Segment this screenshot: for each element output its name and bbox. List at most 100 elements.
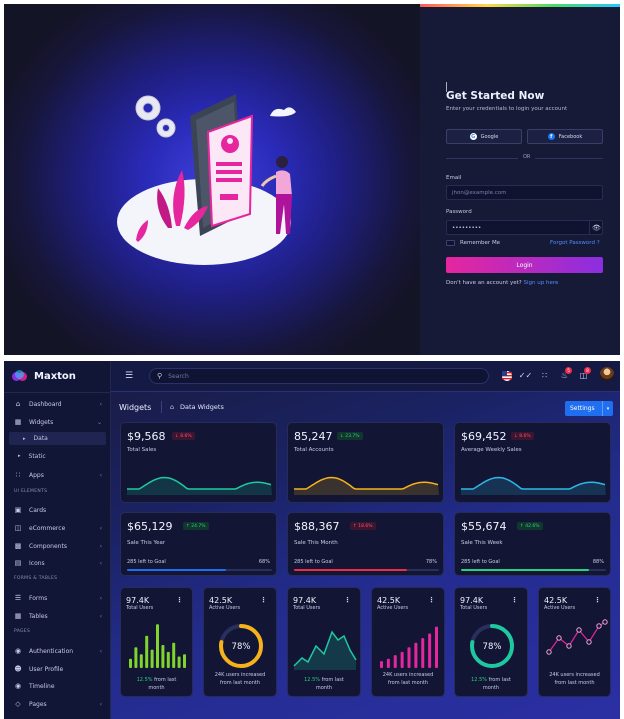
line-point <box>546 649 552 655</box>
sidebar-item-static[interactable]: ▸ Static <box>4 450 111 462</box>
chevron-left-icon: ‹ <box>99 700 102 708</box>
signup-link[interactable]: Sign up here <box>523 280 559 286</box>
bar-mark <box>134 647 138 668</box>
small-value: 42.5K <box>377 596 401 605</box>
small-card-total-users: 97.4K Total Users ⋮ 12.5% from last mont… <box>120 587 193 697</box>
cart-icon[interactable]: ◫ <box>579 371 588 380</box>
stat-value: $9,568 <box>127 430 166 443</box>
small-label: Total Users <box>460 605 488 611</box>
chevron-left-icon: ‹ <box>99 524 102 532</box>
small-label: Active Users <box>209 605 241 611</box>
us-flag-icon[interactable] <box>501 370 512 381</box>
goal-value: $55,674 <box>461 520 507 533</box>
cart-badge: 8 <box>584 367 591 374</box>
progress-fill <box>294 569 408 571</box>
settings-button[interactable]: Settings ▾ <box>565 401 613 416</box>
sidebar-item-user-profile[interactable]: ☻ User Profile <box>4 663 111 675</box>
sidebar-item-apps[interactable]: ∷ Apps ‹ <box>4 469 111 481</box>
login-button[interactable]: Login <box>446 257 603 273</box>
footer-line1: 24K users increased <box>549 672 600 678</box>
user-icon: ☻ <box>14 665 22 673</box>
sidebar-item-data[interactable]: ▸ Data <box>9 432 106 445</box>
cart-icon: ◫ <box>14 524 22 532</box>
brand[interactable]: Maxton <box>12 370 76 382</box>
more-vertical-icon[interactable]: ⋮ <box>594 596 601 604</box>
signup-text: Don't have an account yet? <box>446 280 522 286</box>
bar-mark <box>400 651 404 668</box>
page-title: Widgets <box>119 403 152 412</box>
sidebar-item-label: Dashboard <box>29 400 62 408</box>
small-card-active-users-ring: 42.5K Active Users ⋮ 78% 24K users incre… <box>203 587 277 697</box>
small-value: 42.5K <box>544 596 568 605</box>
progress-track <box>461 569 606 571</box>
sidebar-item-timeline[interactable]: ◉ Timeline <box>4 680 111 692</box>
hamburger-menu-icon[interactable]: ☰ <box>125 371 134 381</box>
forms-icon: ☰ <box>14 594 22 602</box>
bar-mark <box>414 642 418 668</box>
cards-icon: ▣ <box>14 506 22 514</box>
small-value: 97.4K <box>126 596 150 605</box>
ring-arc <box>470 624 514 668</box>
search-input[interactable]: ⚲ Search <box>149 368 489 384</box>
more-vertical-icon[interactable]: ⋮ <box>344 596 351 604</box>
email-field[interactable]: jhon@example.com <box>446 185 603 200</box>
footer-text: from last <box>320 677 344 683</box>
mini-chart <box>129 624 186 668</box>
bar-mark <box>172 642 176 668</box>
footer-text: from last <box>487 677 511 683</box>
growth-value: 12.5% <box>136 677 153 683</box>
password-field[interactable]: ••••••••• <box>446 220 603 235</box>
triangle-right-icon: ▸ <box>23 435 26 442</box>
google-login-button[interactable]: G Google <box>446 129 522 144</box>
footer-line2: month <box>148 685 165 691</box>
stat-value: 85,247 <box>294 430 333 443</box>
goal-label: Sale This Week <box>461 540 503 546</box>
sidebar-item-icons[interactable]: ▤ Icons ‹ <box>4 557 111 569</box>
timeline-icon: ◉ <box>14 682 22 690</box>
more-vertical-icon[interactable]: ⋮ <box>511 596 518 604</box>
facebook-login-button[interactable]: f Facebook <box>527 129 603 144</box>
sidebar-item-label: Pages <box>29 700 47 708</box>
section-ui-elements: UI ELEMENTS <box>14 489 48 494</box>
sidebar-item-forms[interactable]: ☰ Forms ‹ <box>4 592 111 604</box>
goal-percent: 88% <box>592 559 604 565</box>
home-icon[interactable]: ⌂ <box>170 403 175 411</box>
sidebar-item-label: Forms <box>29 594 48 602</box>
sparkline-area <box>294 477 439 495</box>
sidebar-item-components[interactable]: ▩ Components ‹ <box>4 540 111 552</box>
sidebar-item-cards[interactable]: ▣ Cards <box>4 504 111 516</box>
bell-icon[interactable]: ♨ <box>560 371 569 380</box>
section-forms-tables: FORMS & TABLES <box>14 576 58 581</box>
sidebar-item-label: User Profile <box>29 665 64 673</box>
footer-line2: month <box>482 685 500 691</box>
double-check-icon[interactable]: ✓✓ <box>518 371 533 380</box>
apps-grid-icon[interactable]: ∷ <box>541 371 548 380</box>
forgot-password-link[interactable]: Forgot Password ? <box>550 240 600 246</box>
sidebar-item-label: Components <box>29 542 67 550</box>
chevron-left-icon: ‹ <box>99 400 102 408</box>
footer-line1: 24K users increased <box>382 672 434 678</box>
sidebar-item-dashboard[interactable]: ⌂ Dashboard ‹ <box>4 398 111 410</box>
small-value: 42.5K <box>209 596 233 605</box>
stat-label: Average Weekly Sales <box>461 447 522 453</box>
ring-value: 78% <box>482 642 502 652</box>
sidebar: Maxton ⌂ Dashboard ‹ ▦ Widgets ⌄ ▸ Data … <box>4 361 111 719</box>
remember-checkbox[interactable] <box>446 240 455 246</box>
sidebar-item-pages[interactable]: ◇ Pages ‹ <box>4 698 111 710</box>
more-vertical-icon[interactable]: ⋮ <box>176 596 183 604</box>
line-point <box>556 635 562 641</box>
small-card-active-users-line: 42.5K Active Users ⋮ 24K users increased… <box>538 587 611 697</box>
google-icon: G <box>469 133 477 140</box>
more-vertical-icon[interactable]: ⋮ <box>260 596 267 604</box>
chevron-left-icon: ‹ <box>99 542 102 550</box>
avatar[interactable] <box>600 367 614 381</box>
line-point <box>576 627 582 633</box>
sidebar-item-ecommerce[interactable]: ◫ eCommerce ‹ <box>4 522 111 534</box>
sidebar-item-authentication[interactable]: ◉ Authentication ‹ <box>4 645 111 657</box>
sidebar-item-tables[interactable]: ▦ Tables ‹ <box>4 610 111 622</box>
line-point <box>566 643 572 649</box>
eye-icon[interactable]: 👁 <box>589 220 603 235</box>
sidebar-item-widgets[interactable]: ▦ Widgets ⌄ <box>4 416 111 428</box>
more-vertical-icon[interactable]: ⋮ <box>428 596 435 604</box>
caret-down-icon[interactable]: ▾ <box>602 401 613 416</box>
